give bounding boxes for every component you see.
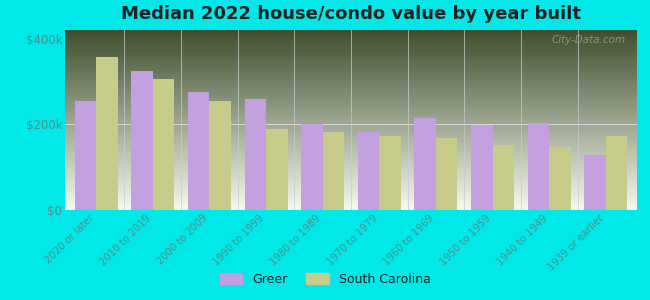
Bar	[301, 124, 322, 210]
Bar	[75, 101, 96, 210]
Bar	[65, 98, 637, 102]
Bar	[65, 160, 637, 163]
Bar	[65, 188, 637, 192]
Bar	[436, 138, 458, 210]
Bar	[65, 196, 637, 199]
Bar	[65, 149, 637, 152]
Bar	[65, 91, 637, 95]
Bar	[153, 79, 174, 210]
Bar	[65, 178, 637, 181]
Bar	[65, 192, 637, 196]
Bar	[549, 147, 571, 210]
Bar	[65, 138, 637, 142]
Bar	[209, 101, 231, 210]
Bar	[415, 118, 436, 210]
Bar	[65, 142, 637, 145]
Title: Median 2022 house/condo value by year built: Median 2022 house/condo value by year bu…	[121, 5, 581, 23]
Bar	[65, 174, 637, 178]
Bar	[131, 71, 153, 210]
Bar	[65, 167, 637, 170]
Bar	[65, 95, 637, 98]
Bar	[65, 62, 637, 66]
Bar	[380, 136, 401, 210]
Bar	[528, 123, 549, 210]
Bar	[65, 134, 637, 138]
Bar	[65, 73, 637, 77]
Bar	[65, 34, 637, 37]
Bar	[65, 44, 637, 48]
Bar	[244, 99, 266, 210]
Bar	[65, 113, 637, 116]
Legend: Greer, South Carolina: Greer, South Carolina	[214, 268, 436, 291]
Bar	[65, 131, 637, 134]
Bar	[65, 152, 637, 156]
Bar	[493, 145, 514, 210]
Bar	[65, 102, 637, 106]
Bar	[65, 116, 637, 120]
Bar	[65, 185, 637, 188]
Bar	[65, 84, 637, 88]
Bar	[65, 48, 637, 52]
Bar	[188, 92, 209, 210]
Bar	[65, 30, 637, 34]
Bar	[65, 37, 637, 41]
Bar	[65, 170, 637, 174]
Text: City-Data.com: City-Data.com	[551, 35, 625, 45]
Bar	[65, 109, 637, 113]
Bar	[322, 132, 344, 210]
Bar	[65, 156, 637, 160]
Bar	[65, 181, 637, 185]
Bar	[65, 106, 637, 109]
Bar	[65, 52, 637, 55]
Bar	[65, 203, 637, 206]
Bar	[65, 199, 637, 203]
Bar	[65, 70, 637, 73]
Bar	[65, 124, 637, 127]
Bar	[471, 125, 493, 210]
Bar	[65, 59, 637, 62]
Bar	[65, 41, 637, 44]
Bar	[65, 206, 637, 210]
Bar	[65, 77, 637, 80]
Bar	[584, 155, 606, 210]
Bar	[65, 88, 637, 91]
Bar	[65, 120, 637, 124]
Bar	[65, 163, 637, 167]
Bar	[65, 127, 637, 131]
Bar	[358, 132, 380, 210]
Bar	[65, 66, 637, 70]
Bar	[266, 129, 287, 210]
Bar	[96, 57, 118, 210]
Bar	[65, 145, 637, 149]
Bar	[65, 80, 637, 84]
Bar	[65, 55, 637, 59]
Bar	[606, 136, 627, 210]
